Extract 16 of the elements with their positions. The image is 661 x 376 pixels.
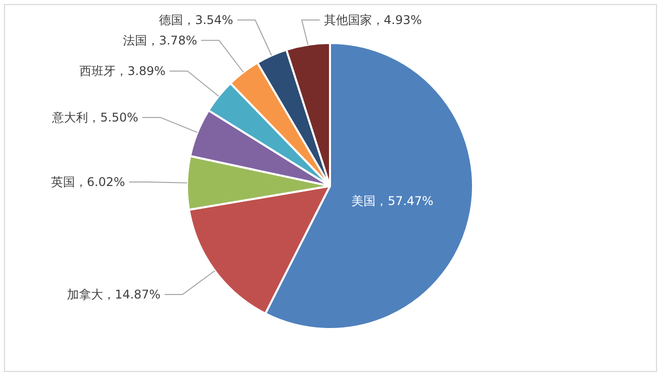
data-label: ，5.50% bbox=[88, 110, 138, 124]
data-label: ，3.89% bbox=[115, 64, 166, 78]
data-label: ，4.93% bbox=[372, 13, 422, 27]
slice-label: 德国 bbox=[159, 13, 184, 27]
slice-label: 西班牙 bbox=[79, 64, 116, 78]
slice-label: 其他国家 bbox=[324, 13, 372, 27]
data-label: ，3.54% bbox=[183, 13, 234, 27]
data-label: ，3.78% bbox=[146, 33, 198, 48]
slice-label: 英国 bbox=[50, 174, 75, 189]
data-label: ，6.02% bbox=[74, 174, 126, 189]
slice-label: 美国 bbox=[352, 194, 376, 208]
slice-label: 法国 bbox=[122, 33, 147, 48]
data-label: ，14.87% bbox=[102, 287, 161, 302]
slice-label: 意大利 bbox=[51, 110, 88, 124]
data-label: ，57.47% bbox=[376, 194, 434, 208]
slice-label: 加拿大 bbox=[66, 287, 103, 302]
